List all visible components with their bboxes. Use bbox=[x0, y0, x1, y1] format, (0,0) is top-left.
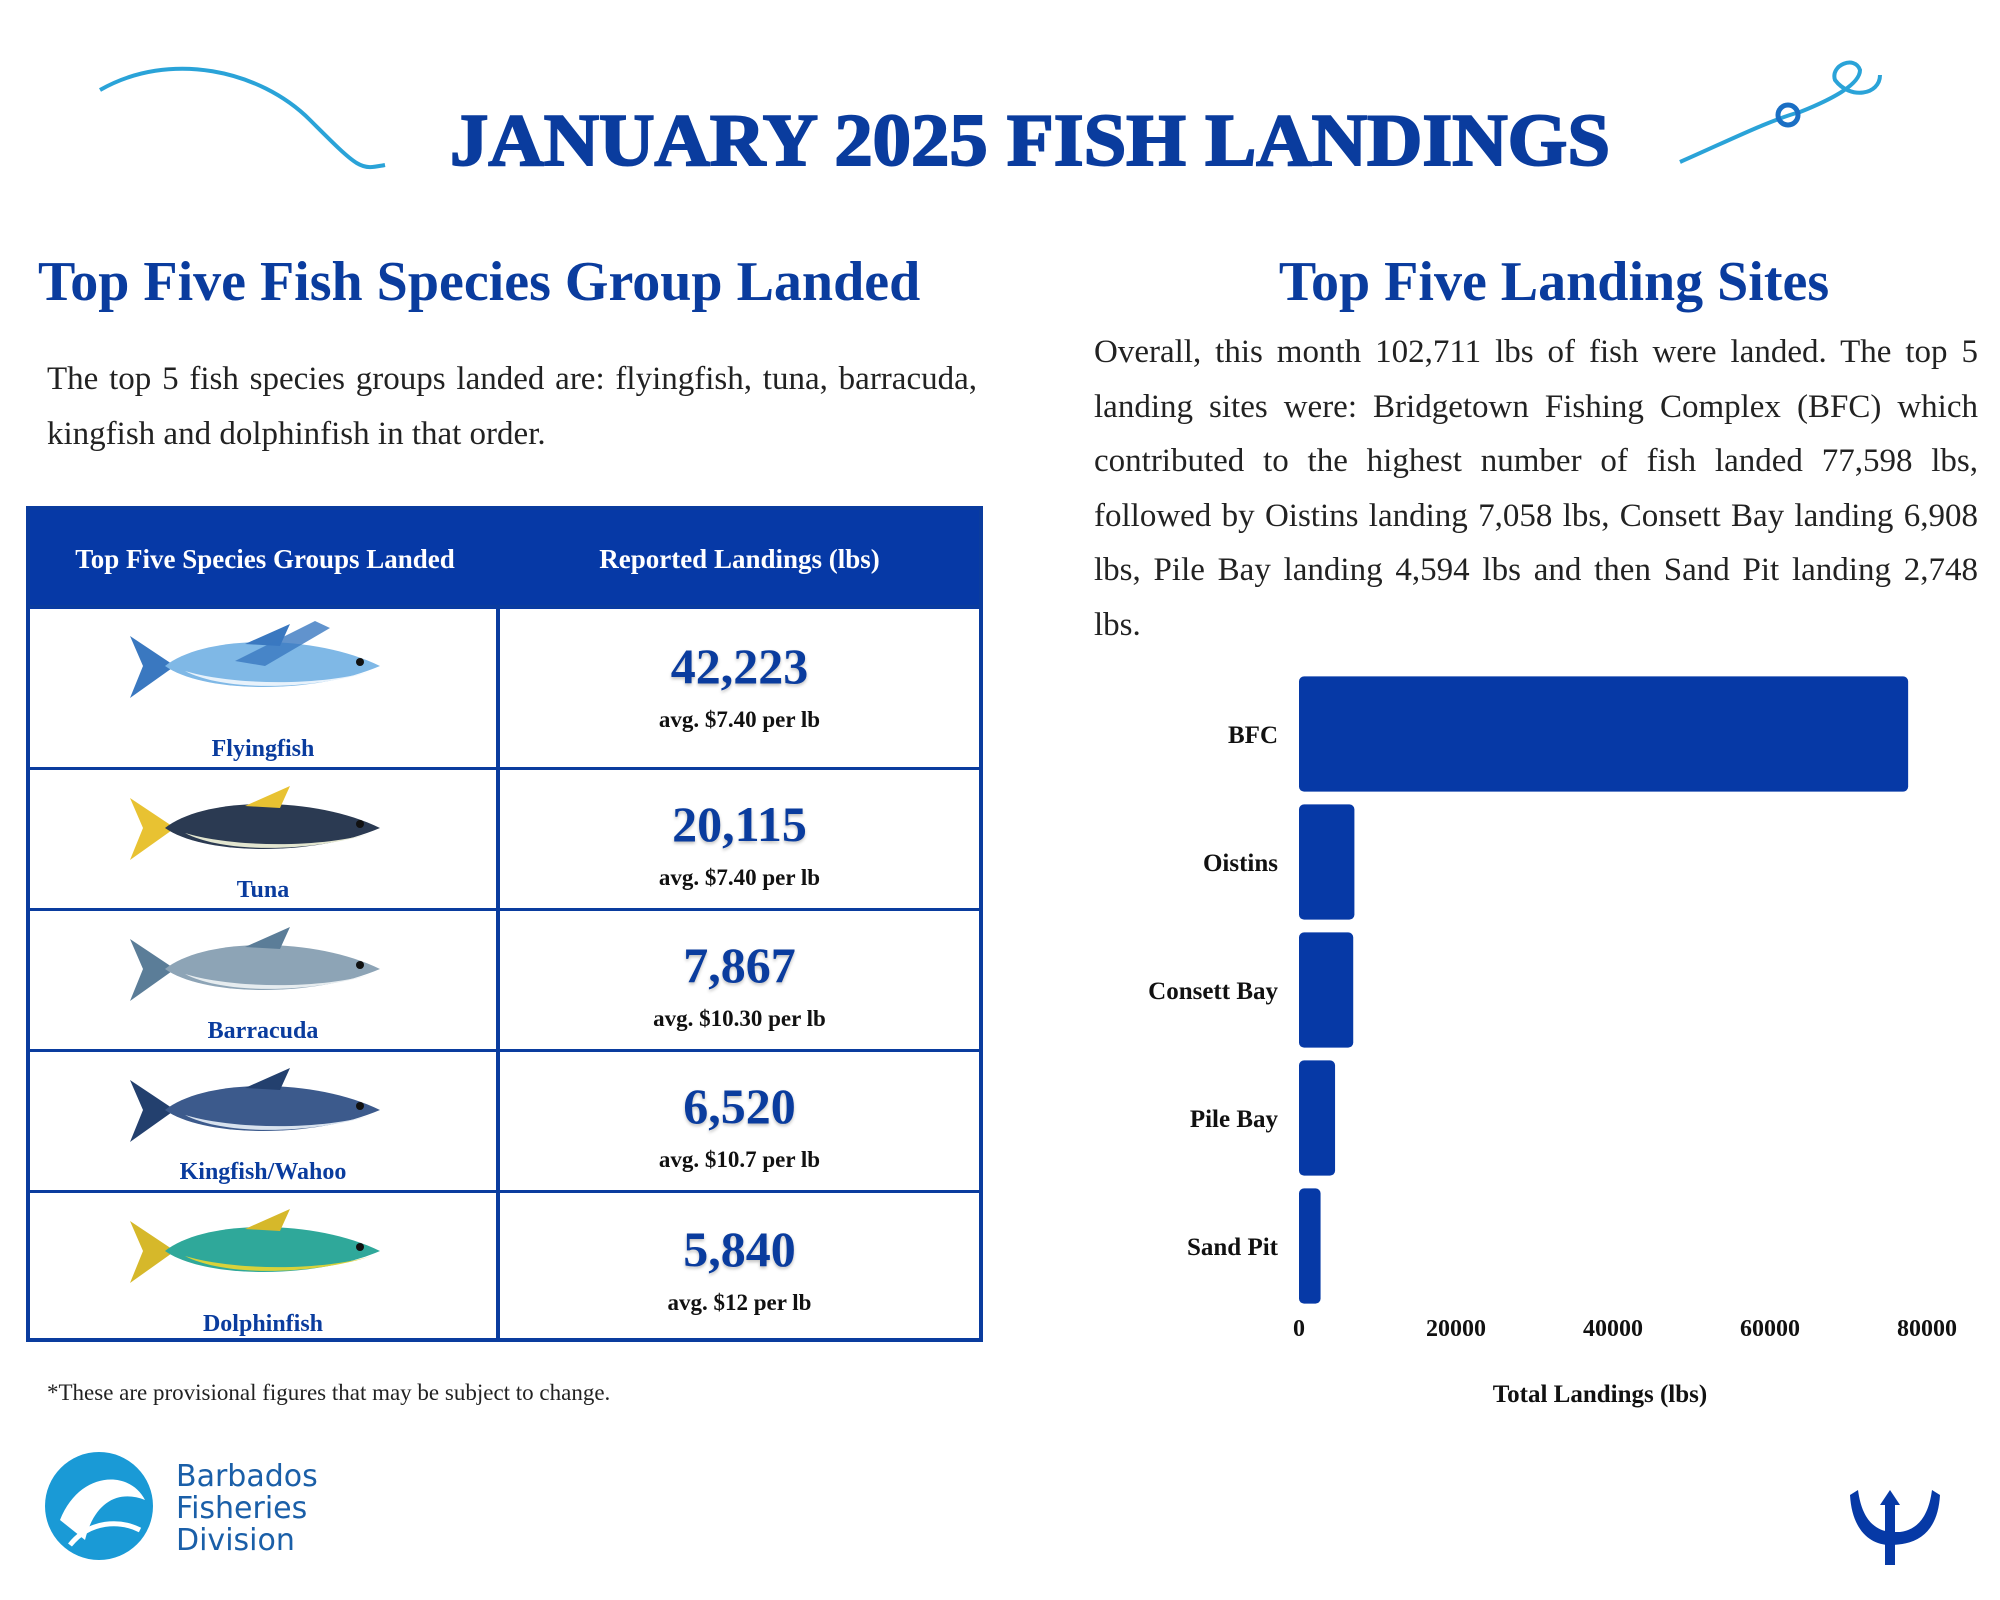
fish-body bbox=[165, 1227, 380, 1272]
fish-belly bbox=[185, 832, 375, 848]
section-heading: Top Five Landing Sites bbox=[1278, 251, 1830, 313]
fish-tail bbox=[130, 939, 175, 1001]
logo-text: Division bbox=[176, 1523, 295, 1558]
fish-image bbox=[130, 1068, 380, 1142]
fish-eye bbox=[356, 658, 364, 666]
y-tick-label: Consett Bay bbox=[1148, 978, 1278, 1005]
table-row: Tuna 20,115 avg. $7.40 per lb bbox=[30, 767, 979, 908]
fish-belly bbox=[185, 1255, 375, 1271]
section-heading: Top Five Fish Species Group Landed bbox=[38, 251, 921, 313]
species-cell: Kingfish/Wahoo bbox=[30, 1052, 500, 1190]
landings-value: 6,520 bbox=[683, 1078, 796, 1134]
species-name: Barracuda bbox=[207, 1018, 319, 1044]
trident-head bbox=[1850, 1490, 1940, 1545]
x-axis-title: Total Landings (lbs) bbox=[1493, 1381, 1707, 1408]
species-name: Dolphinfish bbox=[202, 1311, 324, 1337]
decor-knot bbox=[1775, 102, 1801, 128]
trident-tip bbox=[1880, 1490, 1900, 1505]
fish-eye bbox=[356, 1243, 364, 1251]
species-cell: Dolphinfish bbox=[30, 1193, 500, 1342]
logo-text: Fisheries bbox=[176, 1491, 307, 1526]
price-text: avg. $10.7 per lb bbox=[658, 1147, 821, 1172]
fish-fin bbox=[245, 786, 290, 808]
bar bbox=[1299, 932, 1354, 1048]
fish-eye bbox=[356, 820, 364, 828]
page-title: JANUARY 2025 FISH LANDINGS bbox=[450, 100, 1610, 182]
y-tick-label: Oistins bbox=[1203, 850, 1278, 877]
fish-body bbox=[165, 945, 380, 990]
fish-image bbox=[130, 786, 380, 860]
logo-wave bbox=[60, 1479, 145, 1540]
decor-line bbox=[99, 66, 386, 170]
species-cell: Tuna bbox=[30, 770, 500, 908]
fish-image bbox=[130, 1209, 380, 1283]
table-header: Top Five Species Groups Landed Reported … bbox=[30, 510, 979, 609]
fish-belly bbox=[185, 1114, 375, 1130]
logo-wave bbox=[68, 1521, 142, 1547]
price-text: avg. $7.40 per lb bbox=[658, 865, 821, 890]
species-cell: Flyingfish bbox=[30, 608, 500, 767]
y-tick-label: Sand Pit bbox=[1187, 1234, 1279, 1261]
fish-belly bbox=[185, 973, 375, 989]
fish-wing bbox=[235, 621, 330, 666]
fish-tail bbox=[130, 1221, 175, 1283]
table-row: Kingfish/Wahoo 6,520 avg. $10.7 per lb bbox=[30, 1049, 979, 1190]
x-tick-label: 0 bbox=[1293, 1316, 1305, 1342]
table-row: Flyingfish 42,223 avg. $7.40 per lb bbox=[30, 605, 979, 767]
footnote: *These are provisional figures that may … bbox=[47, 1380, 611, 1405]
x-tick-label: 20000 bbox=[1426, 1316, 1486, 1342]
fish-tail bbox=[130, 636, 175, 698]
trident bbox=[1850, 1490, 1940, 1565]
fish-body bbox=[165, 804, 380, 849]
fish-image bbox=[130, 621, 380, 698]
landings-value: 42,223 bbox=[670, 638, 809, 694]
logo bbox=[45, 1452, 153, 1560]
y-tick-label: Pile Bay bbox=[1190, 1106, 1279, 1133]
landings-value: 20,115 bbox=[672, 796, 807, 852]
price-text: avg. $12 per lb bbox=[667, 1290, 812, 1315]
fish-belly bbox=[185, 670, 375, 686]
landings-value: 7,867 bbox=[683, 937, 796, 993]
bar bbox=[1299, 804, 1355, 920]
bar bbox=[1299, 1188, 1321, 1304]
column-header: Top Five Species Groups Landed bbox=[75, 544, 455, 574]
decor-hook bbox=[1679, 60, 1882, 164]
sites-text: Overall, this month 102,711 lbs of fish … bbox=[1094, 334, 1978, 643]
species-name: Kingfish/Wahoo bbox=[179, 1159, 347, 1185]
price-text: avg. $7.40 per lb bbox=[658, 707, 821, 732]
x-tick-label: 60000 bbox=[1740, 1316, 1800, 1342]
table-row: Dolphinfish 5,840 avg. $12 per lb bbox=[30, 1190, 979, 1342]
fish-tail bbox=[130, 1080, 175, 1142]
x-tick-label: 40000 bbox=[1583, 1316, 1643, 1342]
species-name: Flyingfish bbox=[211, 736, 315, 762]
y-tick-label: BFC bbox=[1228, 722, 1278, 749]
species-text: The top 5 fish species groups landed are… bbox=[47, 361, 977, 452]
fish-eye bbox=[356, 1102, 364, 1110]
fish-body bbox=[165, 642, 380, 687]
species-cell: Barracuda bbox=[30, 911, 500, 1049]
table-row: Barracuda 7,867 avg. $10.30 per lb bbox=[30, 908, 979, 1049]
landings-value: 5,840 bbox=[683, 1221, 796, 1277]
species-table: Top Five Species Groups Landed Reported … bbox=[26, 506, 983, 1342]
fish-fin bbox=[245, 1209, 290, 1231]
fish-tail bbox=[130, 798, 175, 860]
bar bbox=[1299, 1060, 1336, 1176]
fish-body bbox=[165, 1086, 380, 1131]
logo-text: Barbados bbox=[176, 1459, 318, 1494]
column-header: Reported Landings (lbs) bbox=[599, 544, 880, 574]
bar bbox=[1299, 676, 1909, 792]
fish-image bbox=[130, 927, 380, 1001]
price-text: avg. $10.30 per lb bbox=[653, 1006, 826, 1031]
fish-fin bbox=[245, 1068, 290, 1090]
x-tick-label: 80000 bbox=[1897, 1316, 1957, 1342]
fish-fin bbox=[245, 927, 290, 949]
fish-eye bbox=[356, 961, 364, 969]
species-name: Tuna bbox=[236, 877, 290, 903]
